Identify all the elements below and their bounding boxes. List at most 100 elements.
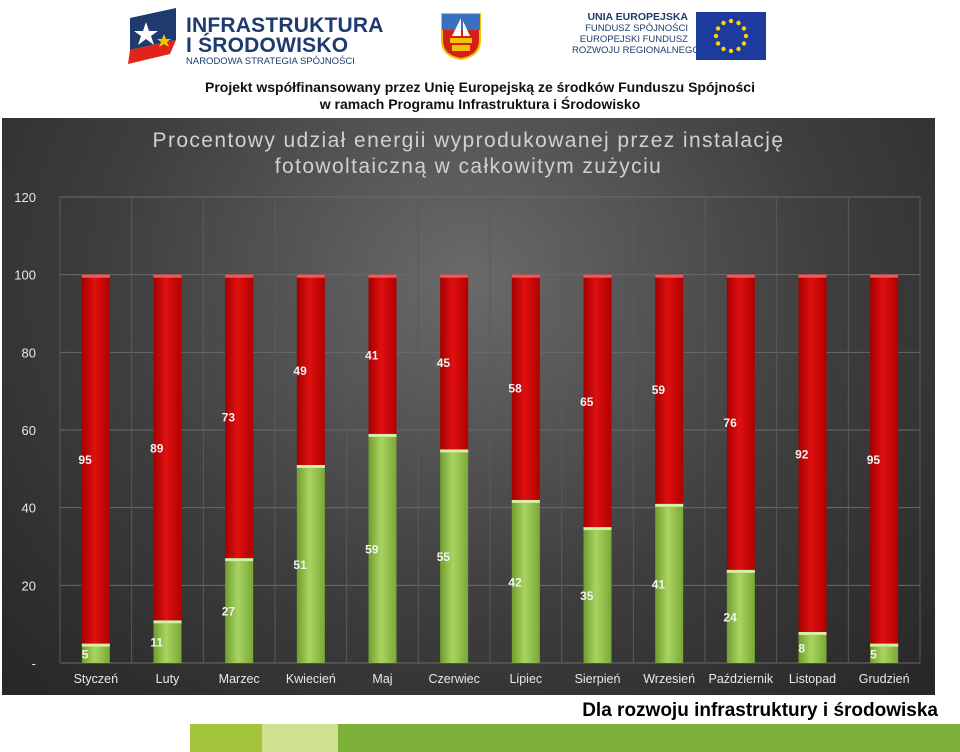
slogan: Dla rozwoju infrastruktury i środowiska xyxy=(582,700,938,721)
x-tick-label: Sierpień xyxy=(575,672,621,686)
star-flag-icon xyxy=(128,8,176,64)
eu-funds-text: UNIA EUROPEJSKA FUNDUSZ SPÓJNOŚCI EUROPE… xyxy=(572,11,700,57)
eu-line-2: FUNDUSZ SPÓJNOŚCI xyxy=(585,23,688,34)
bar-remaining xyxy=(511,274,540,500)
bar-pv-share xyxy=(296,464,325,663)
eu-line-1: UNIA EUROPEJSKA xyxy=(587,11,688,23)
bar-remaining xyxy=(440,274,469,450)
footer-stripe xyxy=(262,724,338,752)
bar-pv-share xyxy=(583,527,612,663)
bar-pv-share xyxy=(655,503,684,663)
y-tick-label: 120 xyxy=(14,190,36,205)
chart-title-line-2: fotowoltaiczną w całkowitym zużyciu xyxy=(274,155,663,178)
bar-pv-share-cap xyxy=(655,503,684,507)
bar-remaining-cap xyxy=(870,274,899,278)
x-tick-label: Styczeń xyxy=(74,672,119,686)
y-tick-label: 100 xyxy=(14,268,36,283)
bar-pv-share-cap xyxy=(440,449,469,453)
brand-line-3: NARODOWA STRATEGIA SPÓJNOŚCI xyxy=(186,56,355,67)
bar-remaining-cap xyxy=(81,274,110,278)
cofinance-line-2: w ramach Programu Infrastruktura i Środo… xyxy=(319,96,641,112)
bar-remaining-cap xyxy=(440,274,469,278)
bar-remaining xyxy=(296,274,325,465)
x-tick-label: Grudzień xyxy=(859,672,910,686)
x-tick-label: Marzec xyxy=(219,672,260,686)
bar-remaining xyxy=(655,274,684,504)
x-tick-label: Wrzesień xyxy=(643,672,695,686)
bar-pv-share xyxy=(511,499,540,663)
data-label-pv-share: 55 xyxy=(437,550,451,564)
bar-pv-share-cap xyxy=(583,527,612,531)
bar-remaining xyxy=(798,274,827,632)
data-label-remaining: 73 xyxy=(222,410,236,424)
bar-remaining-cap xyxy=(153,274,182,278)
data-label-pv-share: 27 xyxy=(222,605,236,619)
data-label-remaining: 76 xyxy=(723,416,737,430)
data-label-remaining: 41 xyxy=(365,348,379,362)
x-tick-label: Lipiec xyxy=(509,672,542,686)
y-tick-label: 80 xyxy=(22,345,36,360)
chart-title: Procentowy udział energii wyprodukowanej… xyxy=(2,128,935,180)
bar-pv-share xyxy=(440,449,469,663)
data-label-remaining: 58 xyxy=(508,381,522,395)
y-tick-label: 20 xyxy=(22,578,36,593)
eu-flag-icon xyxy=(696,12,766,60)
footer-stripe xyxy=(338,724,960,752)
x-tick-label: Luty xyxy=(156,672,180,686)
cofinance-line-1: Projekt współfinansowany przez Unię Euro… xyxy=(205,79,755,95)
infrastruktura-logo: INFRASTRUKTURA I ŚRODOWISKO NARODOWA STR… xyxy=(118,0,383,74)
x-tick-label: Październik xyxy=(709,672,774,686)
bar-remaining-cap xyxy=(726,274,755,278)
bar-pv-share-cap xyxy=(225,558,254,562)
data-label-remaining: 49 xyxy=(293,364,307,378)
coat-of-arms-icon xyxy=(441,13,481,60)
data-label-pv-share: 59 xyxy=(365,542,379,556)
footer-stripe xyxy=(190,724,262,752)
bar-remaining xyxy=(726,274,755,570)
data-label-remaining: 65 xyxy=(580,395,594,409)
bar-remaining-cap xyxy=(798,274,827,278)
bar-pv-share-cap xyxy=(870,643,899,647)
x-tick-label: Kwiecień xyxy=(286,672,336,686)
x-tick-label: Listopad xyxy=(789,672,836,686)
data-label-remaining: 89 xyxy=(150,441,164,455)
bar-pv-share xyxy=(81,643,110,663)
y-tick-label: - xyxy=(32,656,36,671)
data-label-remaining: 45 xyxy=(437,356,451,370)
bar-remaining xyxy=(153,274,182,621)
data-label-pv-share: 8 xyxy=(798,641,805,655)
data-label-pv-share: 42 xyxy=(508,575,522,589)
chart-title-line-1: Procentowy udział energii wyprodukowanej… xyxy=(152,129,785,152)
x-tick-label: Czerwiec xyxy=(428,672,479,686)
bar-pv-share-cap xyxy=(511,499,540,503)
data-label-pv-share: 41 xyxy=(652,577,666,591)
data-label-pv-share: 24 xyxy=(723,610,737,624)
data-label-pv-share: 51 xyxy=(293,558,307,572)
y-tick-label: 60 xyxy=(22,423,36,438)
bar-remaining xyxy=(368,274,397,434)
bar-remaining-cap xyxy=(368,274,397,278)
bar-remaining xyxy=(225,274,254,559)
bar-pv-share-cap xyxy=(368,433,397,437)
bar-remaining-cap xyxy=(583,274,612,278)
bar-pv-share-cap xyxy=(81,643,110,647)
data-label-pv-share: 5 xyxy=(82,647,89,661)
data-label-remaining: 95 xyxy=(867,453,881,467)
data-label-remaining: 92 xyxy=(795,447,809,461)
bar-pv-share xyxy=(368,433,397,663)
brand-line-2: I ŚRODOWISKO xyxy=(186,34,349,57)
bar-pv-share xyxy=(798,631,827,663)
x-tick-label: Maj xyxy=(372,672,392,686)
bar-pv-share xyxy=(726,569,755,663)
data-label-remaining: 95 xyxy=(78,453,92,467)
bar-remaining-cap xyxy=(511,274,540,278)
data-label-remaining: 59 xyxy=(652,383,666,397)
data-label-pv-share: 5 xyxy=(870,647,877,661)
bar-pv-share-cap xyxy=(153,620,182,624)
bar-pv-share-cap xyxy=(726,569,755,573)
bar-remaining xyxy=(583,274,612,528)
bar-pv-share xyxy=(870,643,899,663)
eu-line-3: EUROPEJSKI FUNDUSZ xyxy=(579,34,688,45)
bar-pv-share xyxy=(225,558,254,663)
